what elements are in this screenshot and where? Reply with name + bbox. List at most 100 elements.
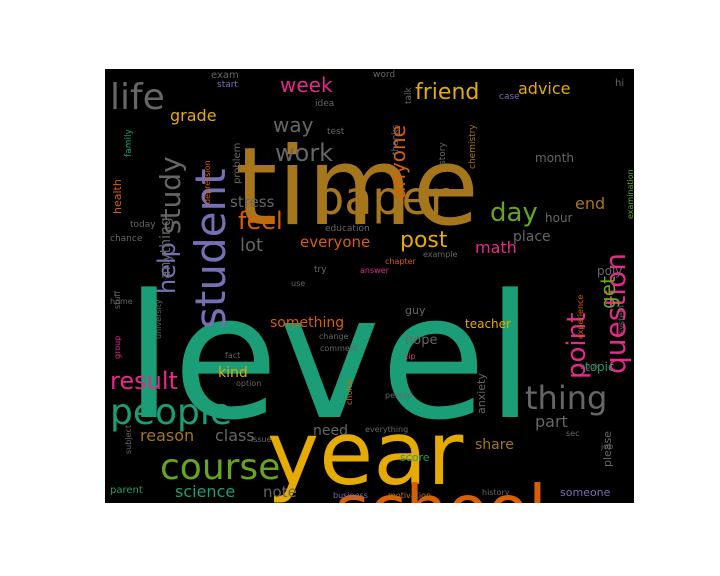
word-lot: lot — [240, 235, 263, 256]
word-group: group — [113, 336, 122, 359]
word-hi: hi — [615, 78, 624, 89]
word-week: week — [280, 73, 333, 97]
word-word: word — [373, 70, 395, 80]
word-university: university — [154, 299, 163, 339]
word-subject: subject — [124, 425, 133, 454]
word-health: health — [111, 179, 124, 214]
word-idea: idea — [315, 99, 334, 109]
word-anxiety: anxiety — [475, 373, 488, 414]
word-please: please — [601, 431, 614, 467]
word-advice: advice — [518, 79, 571, 98]
word-question: question — [599, 253, 632, 374]
word-year: year — [267, 402, 464, 503]
word-person: person — [385, 391, 412, 400]
word-parent: parent — [110, 485, 143, 496]
word-use: use — [291, 279, 305, 288]
word-reason: reason — [140, 426, 194, 445]
word-story: story — [438, 142, 448, 165]
word-education: education — [325, 224, 370, 234]
word-answer: answer — [360, 266, 390, 275]
word-class: class — [215, 426, 255, 445]
word-chance: chance — [110, 234, 143, 244]
word-guy: guy — [405, 304, 426, 317]
word-work: work — [275, 139, 333, 167]
word-level: level — [125, 257, 534, 458]
word-tip: tip — [405, 352, 415, 361]
word-business: business — [333, 491, 368, 500]
word-chapter: chapter — [385, 257, 417, 266]
word-anything: anything — [158, 217, 174, 279]
word-thing: thing — [525, 379, 607, 417]
word-try: try — [314, 265, 327, 275]
word-result: result — [110, 367, 178, 395]
word-school: school — [335, 471, 547, 503]
word-student: student — [186, 168, 235, 329]
word-history: history — [482, 488, 510, 497]
word-hope: hope — [405, 333, 437, 348]
word-book: book — [580, 362, 600, 371]
word-issue: issue — [251, 435, 272, 444]
word-science: science — [175, 482, 235, 501]
word-note: note — [263, 483, 297, 501]
word-teacher: teacher — [465, 317, 511, 331]
word-share: share — [475, 437, 514, 453]
word-place: place — [513, 229, 551, 245]
word-test: test — [327, 127, 345, 137]
word-paper: paper — [315, 171, 449, 225]
word-anyone: anyone — [386, 125, 410, 199]
word-kind: kind — [218, 365, 248, 381]
word-chemistry: chemistry — [468, 124, 478, 169]
word-way: way — [273, 113, 314, 137]
word-choice: choice — [345, 379, 354, 405]
word-topic: topic — [585, 360, 615, 374]
word-stuff: stuff — [113, 291, 122, 309]
word-poly: poly — [597, 264, 622, 278]
word-get: get — [596, 276, 620, 309]
word-system: system — [617, 305, 626, 334]
word-end: end — [575, 194, 605, 213]
word-fact: fact — [225, 351, 240, 360]
word-start: start — [217, 80, 238, 90]
word-thanks: thanks — [391, 124, 401, 155]
word-everyone: everyone — [300, 233, 370, 251]
word-people: people — [110, 392, 232, 433]
word-time: time — [235, 125, 479, 250]
word-option: option — [236, 379, 261, 388]
word-study: study — [154, 156, 187, 234]
word-motivation: motivation — [388, 491, 431, 500]
word-feel: feel — [238, 207, 283, 235]
word-post: post — [400, 228, 448, 253]
word-someone: someone — [560, 486, 611, 499]
word-comment: comment — [320, 344, 358, 353]
word-hour: hour — [545, 211, 573, 225]
word-change: change — [319, 332, 349, 341]
word-home: home — [110, 297, 133, 306]
word-experience: experience — [576, 295, 585, 339]
word-family: family — [124, 129, 134, 157]
word-grade: grade — [170, 106, 217, 125]
word-score: score — [400, 451, 430, 464]
word-month: month — [535, 151, 574, 165]
word-case: case — [499, 92, 520, 102]
word-stress: stress — [230, 193, 275, 211]
word-exam: exam — [211, 70, 239, 81]
word-part: part — [535, 412, 568, 431]
word-examination: examination — [626, 169, 634, 219]
word-problem: problem — [232, 143, 243, 184]
word-today: today — [130, 220, 156, 230]
word-course: course — [160, 447, 280, 488]
word-job: job — [600, 442, 613, 451]
word-everything: everything — [365, 425, 408, 434]
word-help: help — [153, 242, 181, 294]
word-point: point — [562, 313, 592, 379]
word-sec: sec — [566, 429, 580, 438]
word-math: math — [475, 238, 517, 257]
word-friend: friend — [415, 80, 479, 105]
word-need: need — [313, 423, 348, 439]
word-day: day — [490, 198, 538, 228]
word-example: example — [423, 250, 458, 259]
word-life: life — [110, 77, 165, 118]
word-something: something — [270, 315, 344, 331]
